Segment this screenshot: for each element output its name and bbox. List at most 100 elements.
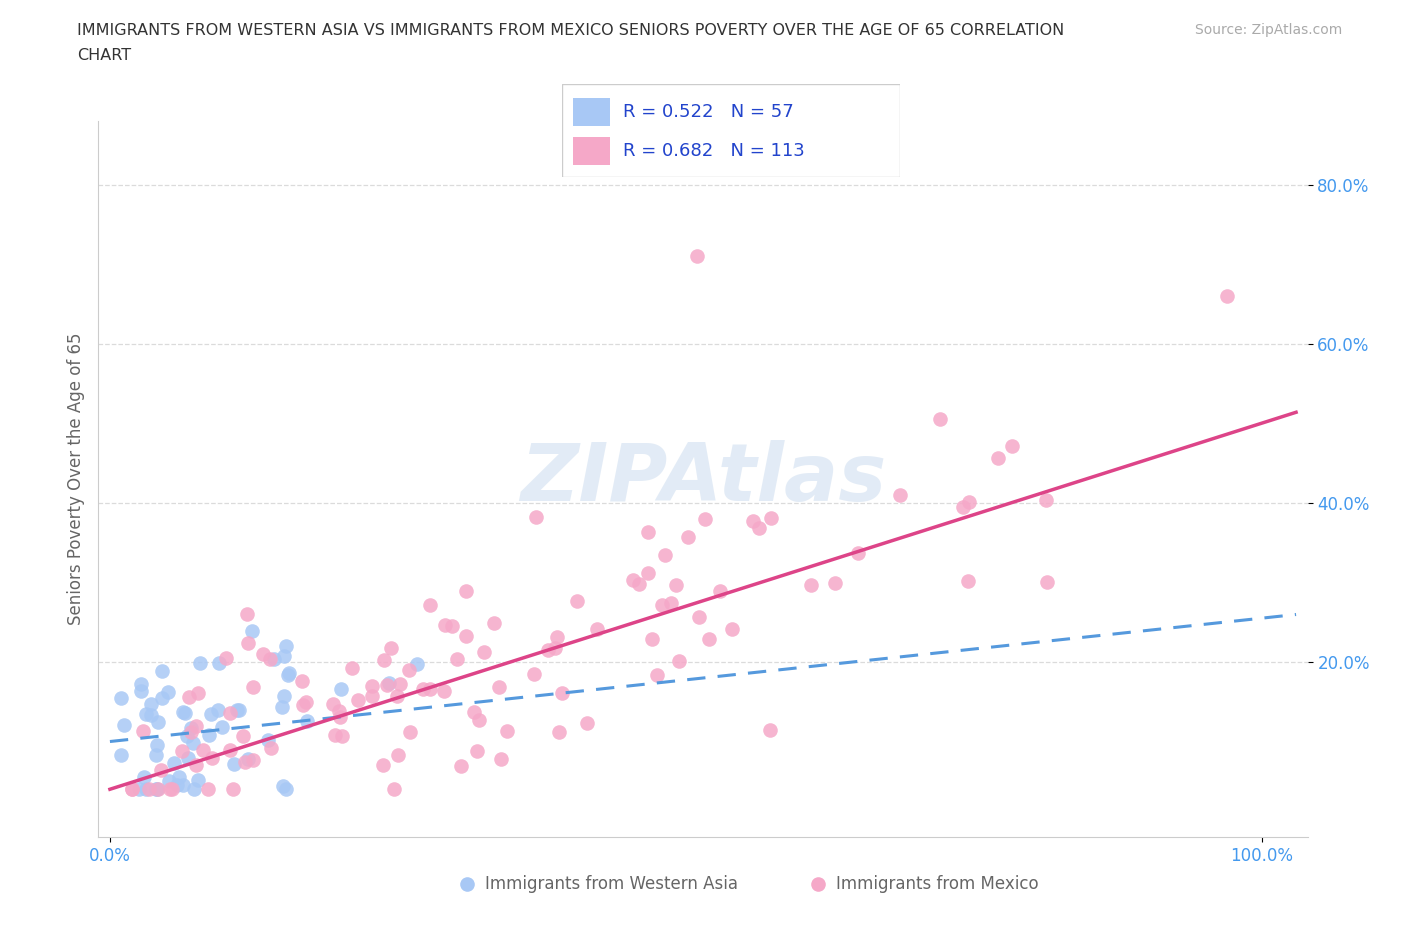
Point	[135, 782, 157, 797]
Point	[412, 681, 434, 696]
Point	[537, 642, 560, 657]
Point	[110, 691, 132, 706]
Point	[180, 721, 202, 736]
Point	[446, 651, 468, 666]
Text: Immigrants from Mexico: Immigrants from Mexico	[837, 874, 1039, 893]
Text: R = 0.522   N = 57: R = 0.522 N = 57	[623, 102, 794, 121]
Point	[330, 729, 353, 744]
Point	[454, 583, 477, 598]
Point	[135, 707, 157, 722]
FancyBboxPatch shape	[572, 98, 610, 126]
Point	[294, 695, 316, 710]
Point	[181, 736, 204, 751]
Point	[211, 720, 233, 735]
Point	[166, 777, 188, 792]
Point	[346, 693, 368, 708]
Point	[800, 578, 823, 592]
Point	[987, 450, 1010, 465]
Point	[238, 751, 260, 766]
Point	[441, 618, 464, 633]
Point	[174, 705, 197, 720]
Point	[233, 755, 256, 770]
Point	[145, 782, 167, 797]
Point	[222, 782, 245, 797]
Point	[785, 865, 807, 880]
Text: Source: ZipAtlas.com: Source: ZipAtlas.com	[1195, 23, 1343, 37]
Point	[824, 576, 846, 591]
Text: Immigrants from Western Asia: Immigrants from Western Asia	[485, 874, 738, 893]
Point	[709, 583, 731, 598]
Point	[456, 629, 478, 644]
Point	[659, 595, 682, 610]
Point	[273, 648, 295, 663]
Point	[163, 755, 186, 770]
Point	[322, 697, 344, 711]
Point	[651, 598, 673, 613]
Point	[952, 500, 974, 515]
Point	[665, 578, 688, 592]
Point	[419, 598, 441, 613]
Point	[139, 708, 162, 723]
Point	[1035, 492, 1057, 507]
Point	[654, 548, 676, 563]
Point	[291, 698, 314, 712]
Point	[759, 511, 782, 525]
Point	[198, 728, 221, 743]
Point	[628, 577, 651, 591]
Point	[640, 631, 662, 646]
Point	[472, 644, 495, 659]
Point	[219, 743, 242, 758]
Point	[360, 679, 382, 694]
Point	[956, 574, 979, 589]
Point	[146, 715, 169, 730]
Point	[463, 704, 485, 719]
Point	[208, 656, 231, 671]
Point	[548, 724, 571, 739]
Point	[523, 667, 546, 682]
Point	[271, 778, 294, 793]
Point	[259, 652, 281, 667]
Point	[187, 686, 209, 701]
Point	[688, 609, 710, 624]
Point	[323, 728, 346, 743]
Point	[200, 707, 222, 722]
Point	[145, 782, 167, 797]
Point	[524, 510, 547, 525]
Point	[957, 495, 980, 510]
Point	[177, 751, 200, 765]
Point	[152, 690, 174, 705]
Point	[693, 512, 716, 526]
Point	[759, 723, 782, 737]
Point	[645, 668, 668, 683]
Text: R = 0.682   N = 113: R = 0.682 N = 113	[623, 142, 804, 160]
Point	[207, 703, 229, 718]
Point	[146, 737, 169, 752]
Point	[278, 666, 301, 681]
Point	[329, 710, 352, 724]
Point	[637, 565, 659, 580]
Point	[242, 752, 264, 767]
FancyBboxPatch shape	[572, 137, 610, 166]
Point	[330, 682, 353, 697]
Point	[160, 782, 183, 797]
Point	[434, 618, 457, 632]
Point	[748, 521, 770, 536]
Point	[846, 545, 869, 560]
Point	[637, 525, 659, 540]
Point	[167, 769, 190, 784]
Point	[565, 594, 588, 609]
Point	[741, 514, 763, 529]
Text: IMMIGRANTS FROM WESTERN ASIA VS IMMIGRANTS FROM MEXICO SENIORS POVERTY OVER THE : IMMIGRANTS FROM WESTERN ASIA VS IMMIGRAN…	[77, 23, 1064, 38]
Point	[361, 688, 384, 703]
Point	[276, 639, 298, 654]
Point	[150, 763, 173, 777]
Point	[157, 773, 180, 788]
Point	[291, 673, 314, 688]
Point	[152, 664, 174, 679]
Point	[340, 661, 363, 676]
Point	[676, 530, 699, 545]
Text: CHART: CHART	[77, 48, 131, 63]
Point	[387, 748, 409, 763]
Point	[128, 782, 150, 797]
Point	[112, 718, 135, 733]
